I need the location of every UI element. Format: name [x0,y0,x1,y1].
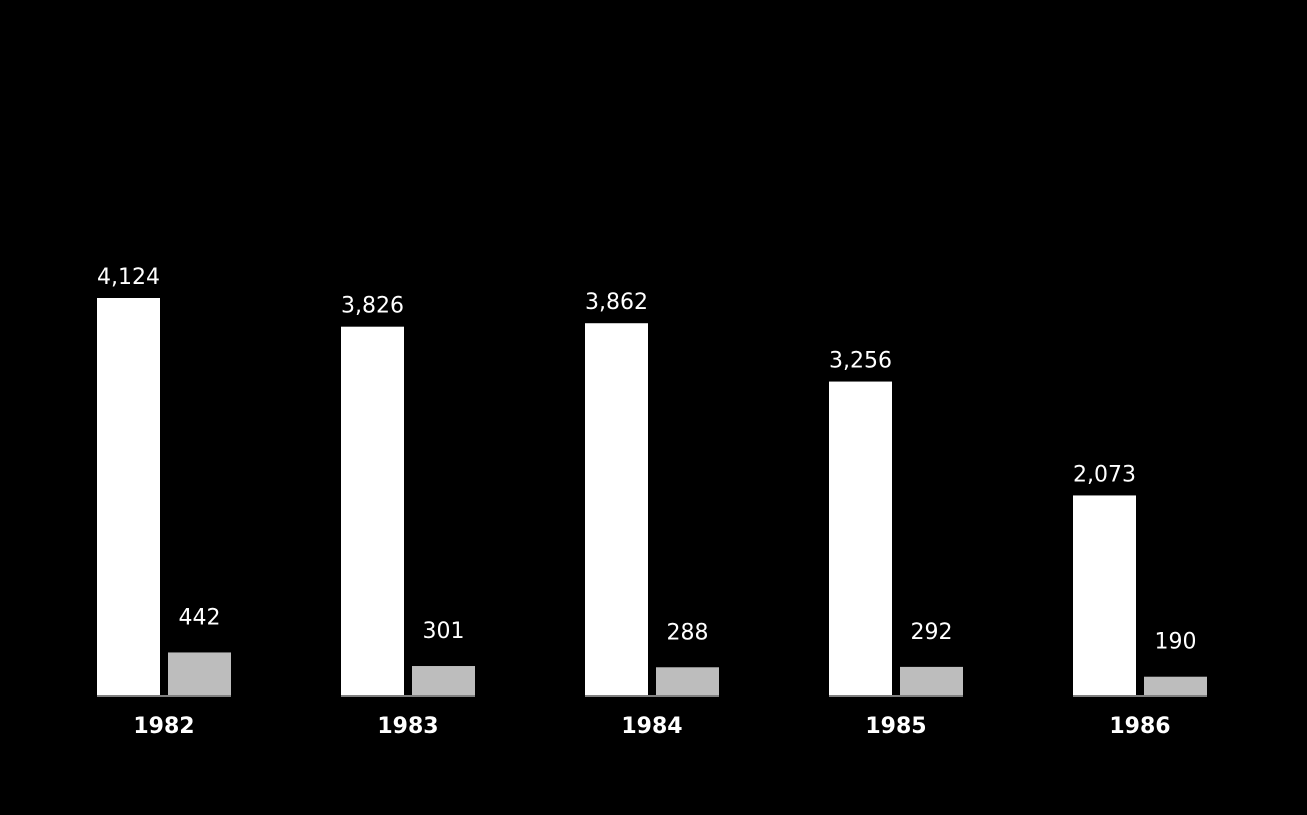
bar-1986-series-2 [1144,676,1207,695]
data-label-1983-series-1: 3,826 [341,294,404,319]
data-label-1985-series-1: 3,256 [829,349,892,374]
labels-group: 4,124 442 1982 3,826 301 1983 3,862 288 1984 3,25… [97,265,1196,739]
bar-1982-series-2 [168,652,231,695]
data-label-1984-series-2: 288 [667,620,709,645]
bar-1986-series-1 [1073,495,1136,695]
bar-1984-series-1 [585,323,648,695]
category-label-1985: 1985 [865,714,926,739]
category-label-1986: 1986 [1109,714,1170,739]
data-label-1985-series-2: 292 [911,620,953,645]
data-label-1983-series-2: 301 [423,619,465,644]
bar-1982-series-1 [97,298,160,695]
data-label-1982-series-1: 4,124 [97,265,160,290]
category-label-1984: 1984 [621,714,682,739]
bar-1985-series-2 [900,666,963,695]
data-label-1986-series-2: 190 [1155,630,1197,655]
data-label-1986-series-1: 2,073 [1073,462,1136,487]
bar-1983-series-2 [412,666,475,695]
bar-1984-series-2 [656,667,719,695]
bar-1985-series-1 [829,381,892,695]
data-label-1982-series-2: 442 [179,605,221,630]
bars-group [97,298,1207,697]
data-label-1984-series-1: 3,862 [585,290,648,315]
category-label-1983: 1983 [377,714,438,739]
bar-1983-series-1 [341,326,404,695]
category-label-1982: 1982 [133,714,194,739]
